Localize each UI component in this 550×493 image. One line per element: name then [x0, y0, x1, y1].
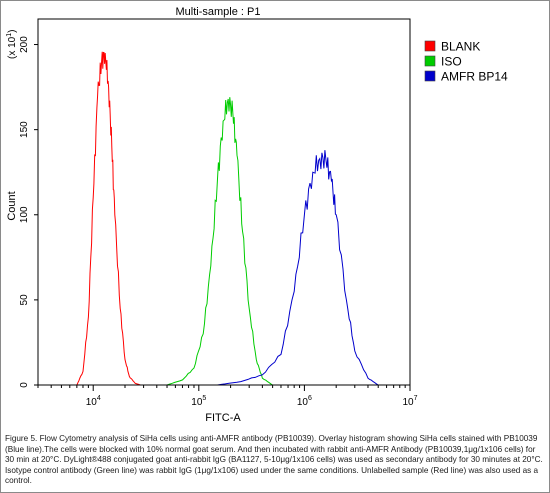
legend-swatch: [424, 55, 436, 67]
x-ticks: 104 105 106 107: [37, 385, 418, 408]
figure-caption: Figure 5. Flow Cytometry analysis of SiH…: [5, 434, 543, 485]
x-tick-label: 104: [86, 395, 101, 408]
y-multiplier: (x 101): [6, 30, 18, 59]
x-tick-label: 107: [402, 395, 417, 408]
legend-label: BLANK: [441, 40, 480, 54]
flow-cytometry-histogram: Multi-sample : P1 (x 101) Count FITC-A 0…: [6, 6, 508, 424]
x-tick-exp: 4: [97, 395, 101, 402]
x-tick-exp: 7: [414, 395, 418, 402]
legend-label: ISO: [441, 55, 462, 69]
series-line: [217, 150, 379, 386]
legend-swatch: [424, 40, 436, 52]
y-multiplier-label: (x 10: [7, 36, 18, 59]
chart-title: Multi-sample : P1: [176, 6, 261, 18]
x-tick-label: 105: [191, 395, 206, 408]
series-line: [76, 51, 141, 386]
series-line: [166, 97, 273, 386]
svg-text:(x 101): (x 101): [6, 30, 18, 59]
y-ticks: 0 50 100 150 200: [19, 36, 38, 388]
x-tick-exp: 6: [308, 395, 312, 402]
y-tick-label: 0: [19, 382, 30, 388]
y-axis-label: Count: [6, 191, 18, 220]
y-multiplier-exp: 1: [6, 33, 13, 37]
x-tick-label: 106: [297, 395, 312, 408]
legend-swatch: [424, 70, 436, 82]
y-tick-label: 150: [19, 121, 30, 138]
x-tick-base: 10: [86, 397, 98, 408]
y-tick-label: 200: [19, 36, 30, 53]
y-tick-label: 100: [19, 206, 30, 223]
y-tick-label: 50: [19, 294, 30, 306]
x-tick-base: 10: [402, 397, 414, 408]
legend-label: AMFR BP14: [441, 70, 508, 84]
x-axis-label: FITC-A: [205, 412, 241, 424]
series-layer: [76, 51, 379, 386]
x-tick-exp: 5: [202, 395, 206, 402]
plot-frame: [37, 18, 411, 386]
x-tick-base: 10: [297, 397, 309, 408]
x-tick-base: 10: [191, 397, 203, 408]
